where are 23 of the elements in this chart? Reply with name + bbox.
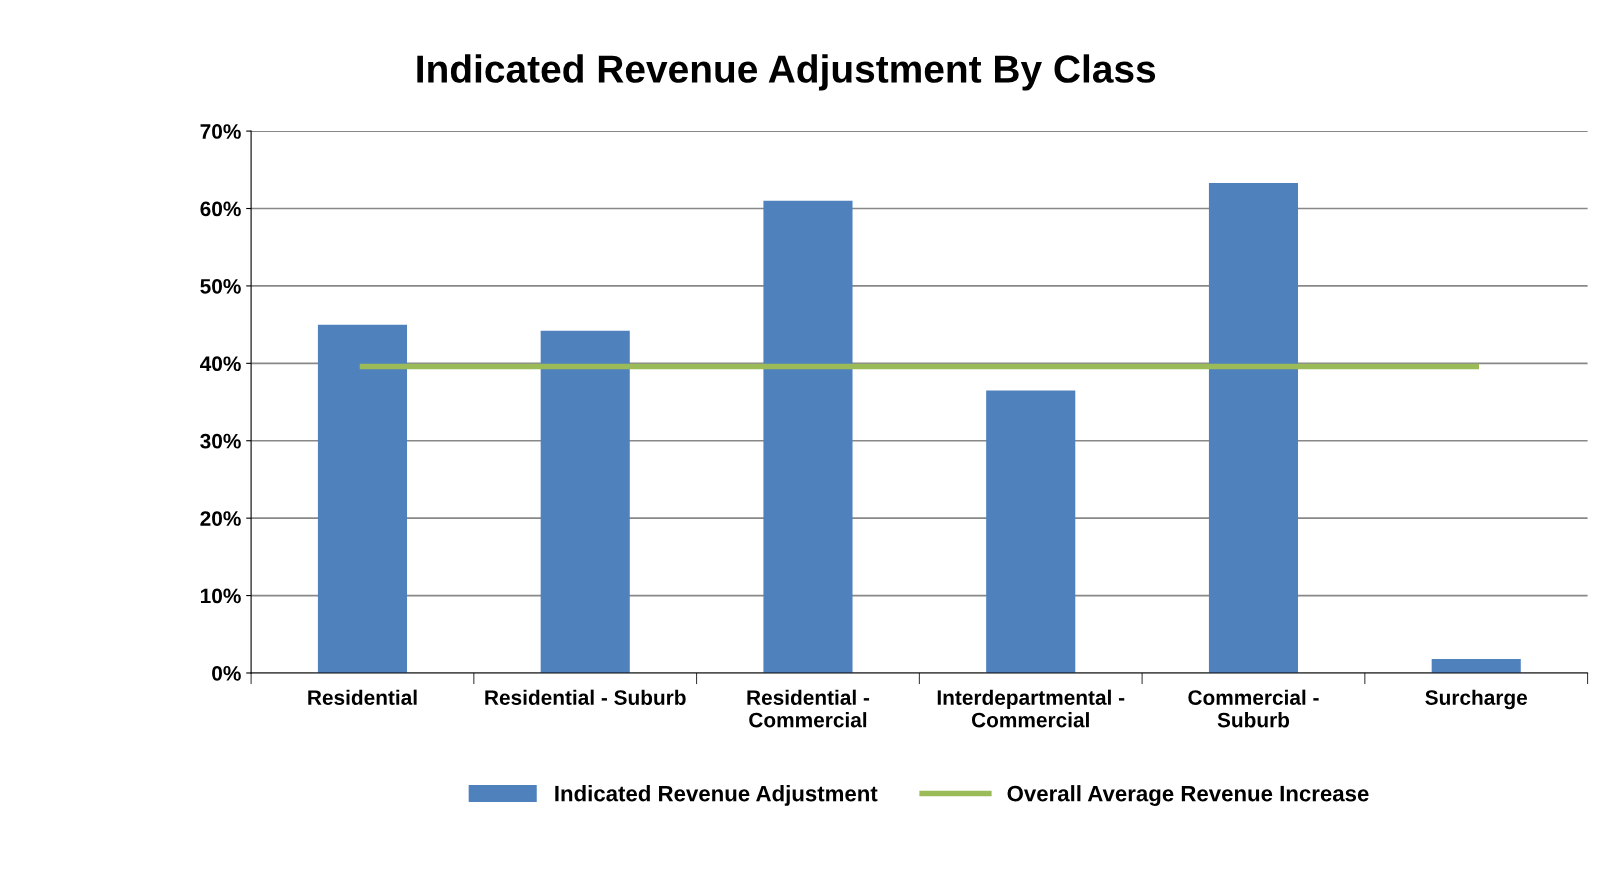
x-tick-label: Residential - Commercial [747, 689, 870, 728]
y-tick-label: 40% [200, 356, 241, 372]
bar [1431, 659, 1521, 673]
y-tick-label: 0% [212, 665, 241, 681]
x-tick-label: Interdepartmental - Commercial [937, 689, 1125, 728]
y-tick-label: 10% [200, 588, 241, 604]
y-tick-label: 50% [200, 278, 241, 294]
y-tick-label: 70% [200, 124, 241, 139]
bar [1208, 182, 1299, 673]
bar [986, 390, 1076, 673]
bar [317, 324, 408, 673]
x-tick-label: Residential - Suburb [485, 689, 686, 705]
legend-label: Indicated Revenue Adjustment [555, 785, 878, 806]
bar [540, 330, 630, 673]
y-tick-label: 30% [200, 433, 241, 449]
x-tick-label: Surcharge [1425, 689, 1528, 710]
legend-label: Overall Average Revenue Increase [1007, 785, 1369, 806]
y-tick-label: 60% [200, 201, 241, 217]
x-tick-label: Residential [308, 689, 417, 705]
y-tick-label: 20% [200, 511, 241, 526]
bar [763, 200, 853, 673]
x-tick-label: Commercial - Suburb [1188, 689, 1319, 728]
chart-title: Indicated Revenue Adjustment By Class [417, 54, 1156, 91]
